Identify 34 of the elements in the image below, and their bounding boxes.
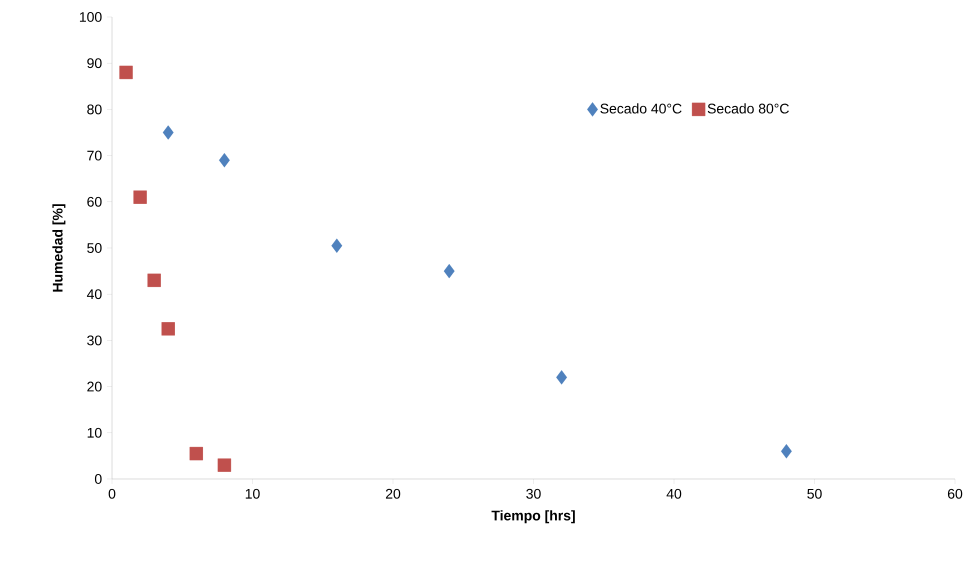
point [162,322,175,336]
x-tick-label: 30 [526,488,541,499]
point [218,458,232,472]
y-tick-label: 100 [80,12,102,22]
y-tick-label: 20 [87,382,102,392]
y-tick-label: 10 [88,428,102,438]
point [556,370,568,385]
point [190,446,203,460]
point [444,264,455,278]
point [119,66,133,80]
x-tick-label: 40 [666,488,682,499]
y-tick-label: 70 [87,150,102,161]
x-axis-title: Tiempo [hrs] [492,510,575,524]
x-tick-label: 60 [948,488,962,499]
point [780,444,792,458]
x-tick-label: 20 [386,488,400,499]
y-axis-title: Humedad [%] [52,204,66,292]
y-tick-label: 90 [87,58,102,68]
x-tick-label: 50 [807,488,822,499]
x-tick-label: 0 [108,488,116,499]
y-tick-label: 30 [87,335,102,346]
y-tick-label: 0 [94,474,102,484]
legend-label: Secado 80°C [708,103,789,114]
y-tick-label: 80 [87,104,102,114]
point [147,274,161,288]
y-tick-label: 60 [87,196,102,207]
point [133,190,147,204]
point [162,125,174,140]
y-tick-label: 50 [87,243,102,253]
point [218,153,230,168]
x-tick-label: 10 [246,488,260,499]
y-tick-label: 40 [86,289,102,300]
point [331,238,342,253]
legend-label: Secado 40°C [600,103,682,114]
